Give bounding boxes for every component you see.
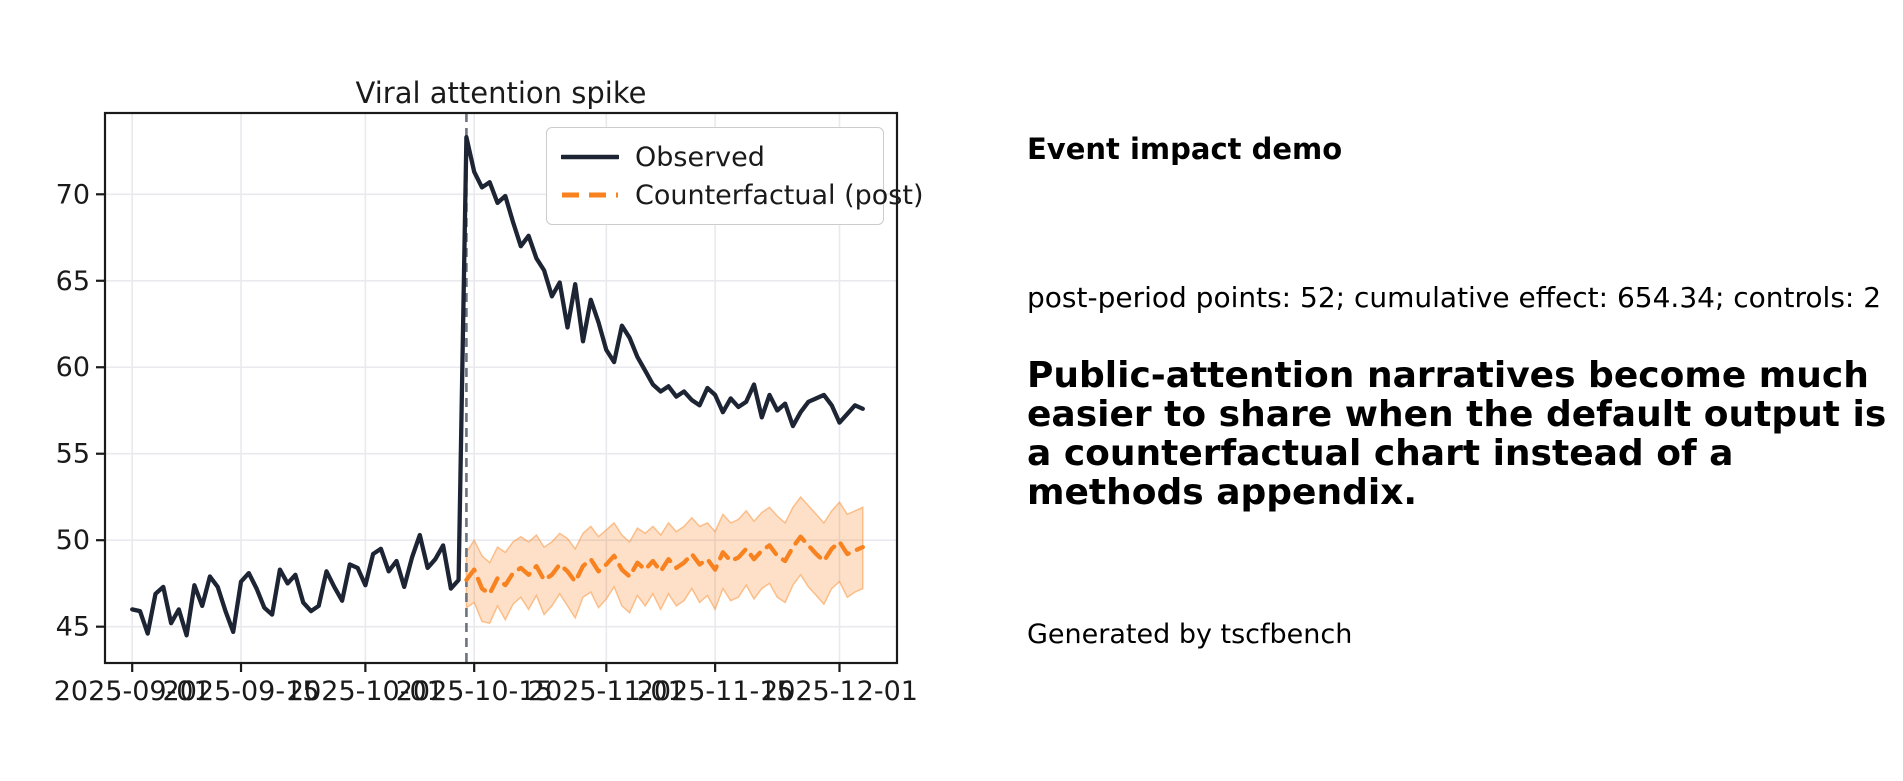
x-tick-label: 2025-09-01	[54, 676, 211, 707]
y-tick-label: 55	[56, 439, 90, 470]
counterfactual-line-sample-icon	[562, 192, 618, 198]
summary-line: methods appendix.	[1027, 472, 1418, 513]
observed-line	[130, 135, 865, 638]
legend-entry-counterfactual: Counterfactual (post)	[561, 176, 924, 214]
axes-spines	[103, 111, 899, 665]
confidence-band	[465, 495, 864, 625]
x-tick-label: 2025-12-01	[761, 676, 918, 707]
chart-title: Viral attention spike	[355, 76, 647, 110]
panel-heading: Event impact demo	[1027, 132, 1343, 166]
x-tick-label: 2025-11-15	[637, 676, 794, 707]
panel-stats-line: post-period points: 52; cumulative effec…	[1027, 281, 1882, 314]
counterfactual-line	[464, 534, 865, 596]
y-tick-label: 65	[56, 266, 90, 297]
y-tick-label: 50	[56, 525, 90, 556]
panel-footer: Generated by tscfbench	[1027, 619, 1353, 650]
summary-line: easier to share when the default output …	[1027, 394, 1887, 435]
y-tick-label: 45	[56, 612, 90, 643]
observed-line-sample-icon	[561, 154, 619, 160]
y-tick-label: 60	[56, 352, 90, 383]
panel-summary-paragraph: Public-attention narratives become much …	[1027, 356, 1886, 512]
x-tick-label: 2025-10-15	[396, 676, 553, 707]
legend-entry-observed: Observed	[561, 138, 869, 176]
y-tick-label: 70	[56, 179, 90, 210]
legend-label-counterfactual: Counterfactual (post)	[635, 179, 924, 211]
summary-line: a counterfactual chart instead of a	[1027, 433, 1734, 474]
x-tick-label: 2025-11-01	[528, 676, 685, 707]
legend-label-observed: Observed	[635, 141, 765, 173]
summary-line: Public-attention narratives become much	[1027, 355, 1869, 396]
chart-legend: Observed Counterfactual (post)	[546, 127, 924, 225]
x-tick-label: 2025-10-01	[287, 676, 444, 707]
x-tick-label: 2025-09-15	[163, 676, 320, 707]
